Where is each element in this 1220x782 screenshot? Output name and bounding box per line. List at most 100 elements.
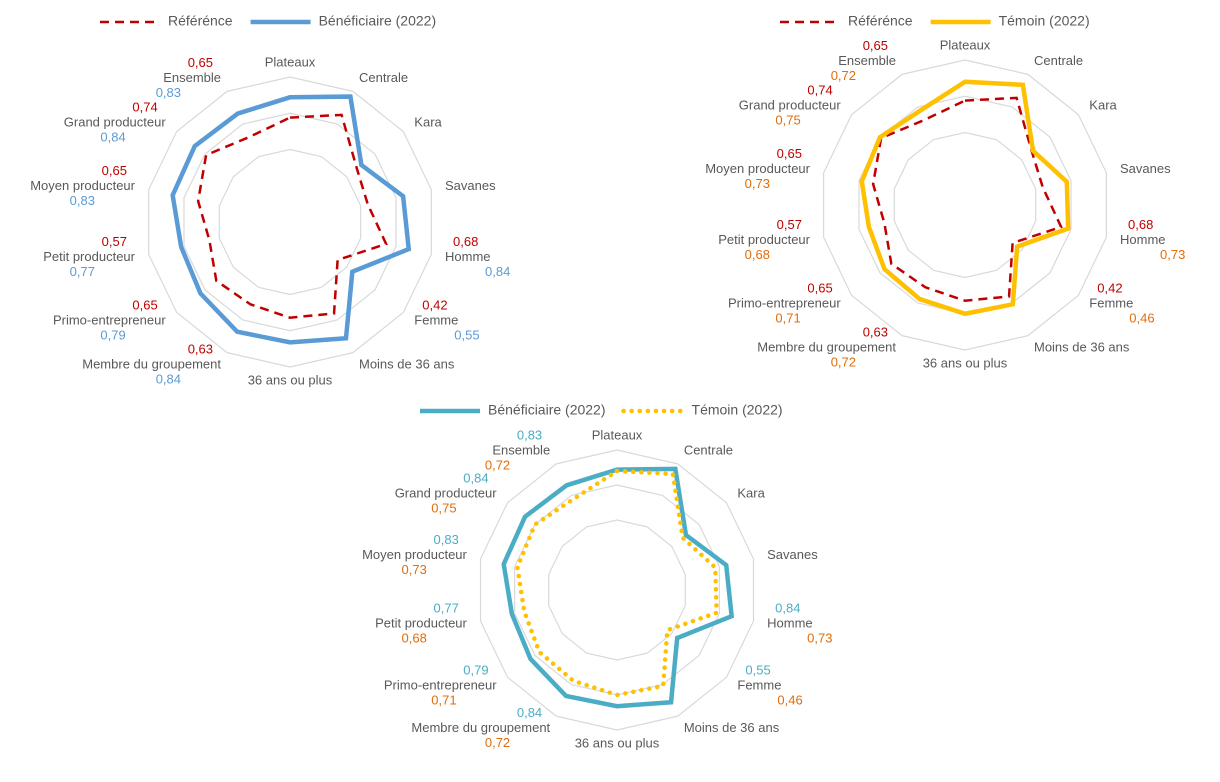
category-label: Moins de 36 ans (1034, 340, 1130, 355)
category-label: Moyen producteur (705, 161, 810, 176)
value-label: 0,83 (517, 428, 542, 443)
category-label: Moins de 36 ans (684, 720, 780, 735)
value-label: 0,57 (102, 234, 127, 249)
category-label: Ensemble (838, 53, 896, 68)
value-label: 0,72 (485, 458, 510, 473)
series-line (515, 468, 719, 698)
category-label: Primo-entrepreneur (53, 313, 166, 328)
grid-ring (514, 484, 720, 696)
value-label: 0,84 (156, 372, 181, 387)
category-label: Savanes (767, 547, 818, 562)
grid-ring (218, 148, 362, 296)
category-label: Grand producteur (64, 114, 167, 129)
value-label: 0,46 (1129, 311, 1154, 326)
value-label: 0,63 (188, 342, 213, 357)
grid-ring (893, 131, 1037, 279)
category-label: Centrale (359, 70, 408, 85)
value-label: 0,72 (831, 355, 856, 370)
value-label: 0,84 (463, 470, 488, 485)
category-label: Moyen producteur (362, 547, 467, 562)
value-label: 0,73 (402, 562, 427, 577)
value-label: 0,84 (100, 129, 125, 144)
category-label: Kara (414, 114, 442, 129)
category-label: 36 ans ou plus (575, 735, 660, 750)
radar-chart: Plateaux Centrale Kara Savanes Homme Femme Moi… (362, 402, 832, 751)
radar-chart: Plateaux Centrale Kara Savanes Homme Femme Moi… (30, 13, 510, 388)
category-label: Petit producteur (718, 232, 810, 247)
category-label: Kara (1089, 97, 1117, 112)
value-label: 0,83 (70, 193, 95, 208)
category-label: Membre du groupement (82, 357, 221, 372)
category-label: Membre du groupement (411, 720, 550, 735)
value-label: 0,63 (863, 325, 888, 340)
value-label: 0,84 (517, 705, 542, 720)
value-label: 0,55 (454, 328, 479, 343)
value-label: 0,84 (485, 264, 510, 279)
value-label: 0,65 (188, 55, 213, 70)
series-line (501, 466, 735, 709)
category-label: Primo-entrepreneur (728, 296, 841, 311)
category-label: Homme (767, 616, 813, 631)
value-label: 0,74 (132, 99, 157, 114)
category-label: Grand producteur (395, 485, 498, 500)
category-label: Centrale (684, 443, 733, 458)
value-label: 0,68 (1128, 217, 1153, 232)
value-label: 0,83 (156, 85, 181, 100)
category-label: Homme (1120, 232, 1166, 247)
series-line (871, 96, 1063, 302)
value-label: 0,42 (1097, 281, 1122, 296)
value-label: 0,79 (100, 328, 125, 343)
grid-ring (148, 76, 432, 368)
value-label: 0,46 (777, 692, 802, 707)
value-label: 0,68 (402, 631, 427, 646)
value-label: 0,83 (434, 532, 459, 547)
value-label: 0,65 (102, 163, 127, 178)
legend-label: Bénéficiaire (2022) (488, 402, 606, 418)
value-label: 0,65 (777, 146, 802, 161)
grid-ring (548, 519, 686, 661)
value-label: 0,77 (434, 601, 459, 616)
category-label: Primo-entrepreneur (384, 677, 497, 692)
value-label: 0,71 (775, 311, 800, 326)
radar-chart: Plateaux Centrale Kara Savanes Homme Femme Moi… (705, 13, 1185, 371)
category-label: Centrale (1034, 53, 1083, 68)
category-label: Moyen producteur (30, 178, 135, 193)
category-label: Moins de 36 ans (359, 357, 455, 372)
category-label: Ensemble (492, 443, 550, 458)
legend-label: Référénce (168, 13, 233, 29)
category-label: Plateaux (592, 427, 643, 442)
value-label: 0,73 (745, 176, 770, 191)
value-label: 0,71 (431, 692, 456, 707)
category-label: Savanes (445, 178, 496, 193)
grid-ring (479, 449, 755, 731)
category-label: Kara (737, 485, 765, 500)
category-label: Homme (445, 249, 491, 264)
category-label: 36 ans ou plus (923, 355, 1008, 370)
value-label: 0,42 (422, 298, 447, 313)
series-line (196, 113, 388, 319)
category-label: Femme (737, 677, 781, 692)
category-label: Petit producteur (375, 616, 467, 631)
category-label: Femme (414, 313, 458, 328)
category-label: Plateaux (940, 37, 991, 52)
category-label: Plateaux (265, 54, 316, 69)
series-line (170, 94, 412, 345)
legend-label: Témoin (2022) (692, 402, 783, 418)
grid-ring (183, 112, 397, 332)
category-label: Membre du groupement (757, 340, 896, 355)
value-label: 0,68 (453, 234, 478, 249)
category-label: Femme (1089, 296, 1133, 311)
category-label: 36 ans ou plus (248, 372, 333, 387)
category-label: Petit producteur (43, 249, 135, 264)
category-label: Grand producteur (739, 97, 842, 112)
value-label: 0,73 (1160, 247, 1185, 262)
category-label: Savanes (1120, 161, 1171, 176)
legend-label: Témoin (2022) (999, 13, 1090, 29)
series-line (859, 79, 1071, 317)
value-label: 0,65 (132, 298, 157, 313)
value-label: 0,68 (745, 247, 770, 262)
value-label: 0,73 (807, 631, 832, 646)
value-label: 0,74 (807, 82, 832, 97)
value-label: 0,72 (485, 735, 510, 750)
